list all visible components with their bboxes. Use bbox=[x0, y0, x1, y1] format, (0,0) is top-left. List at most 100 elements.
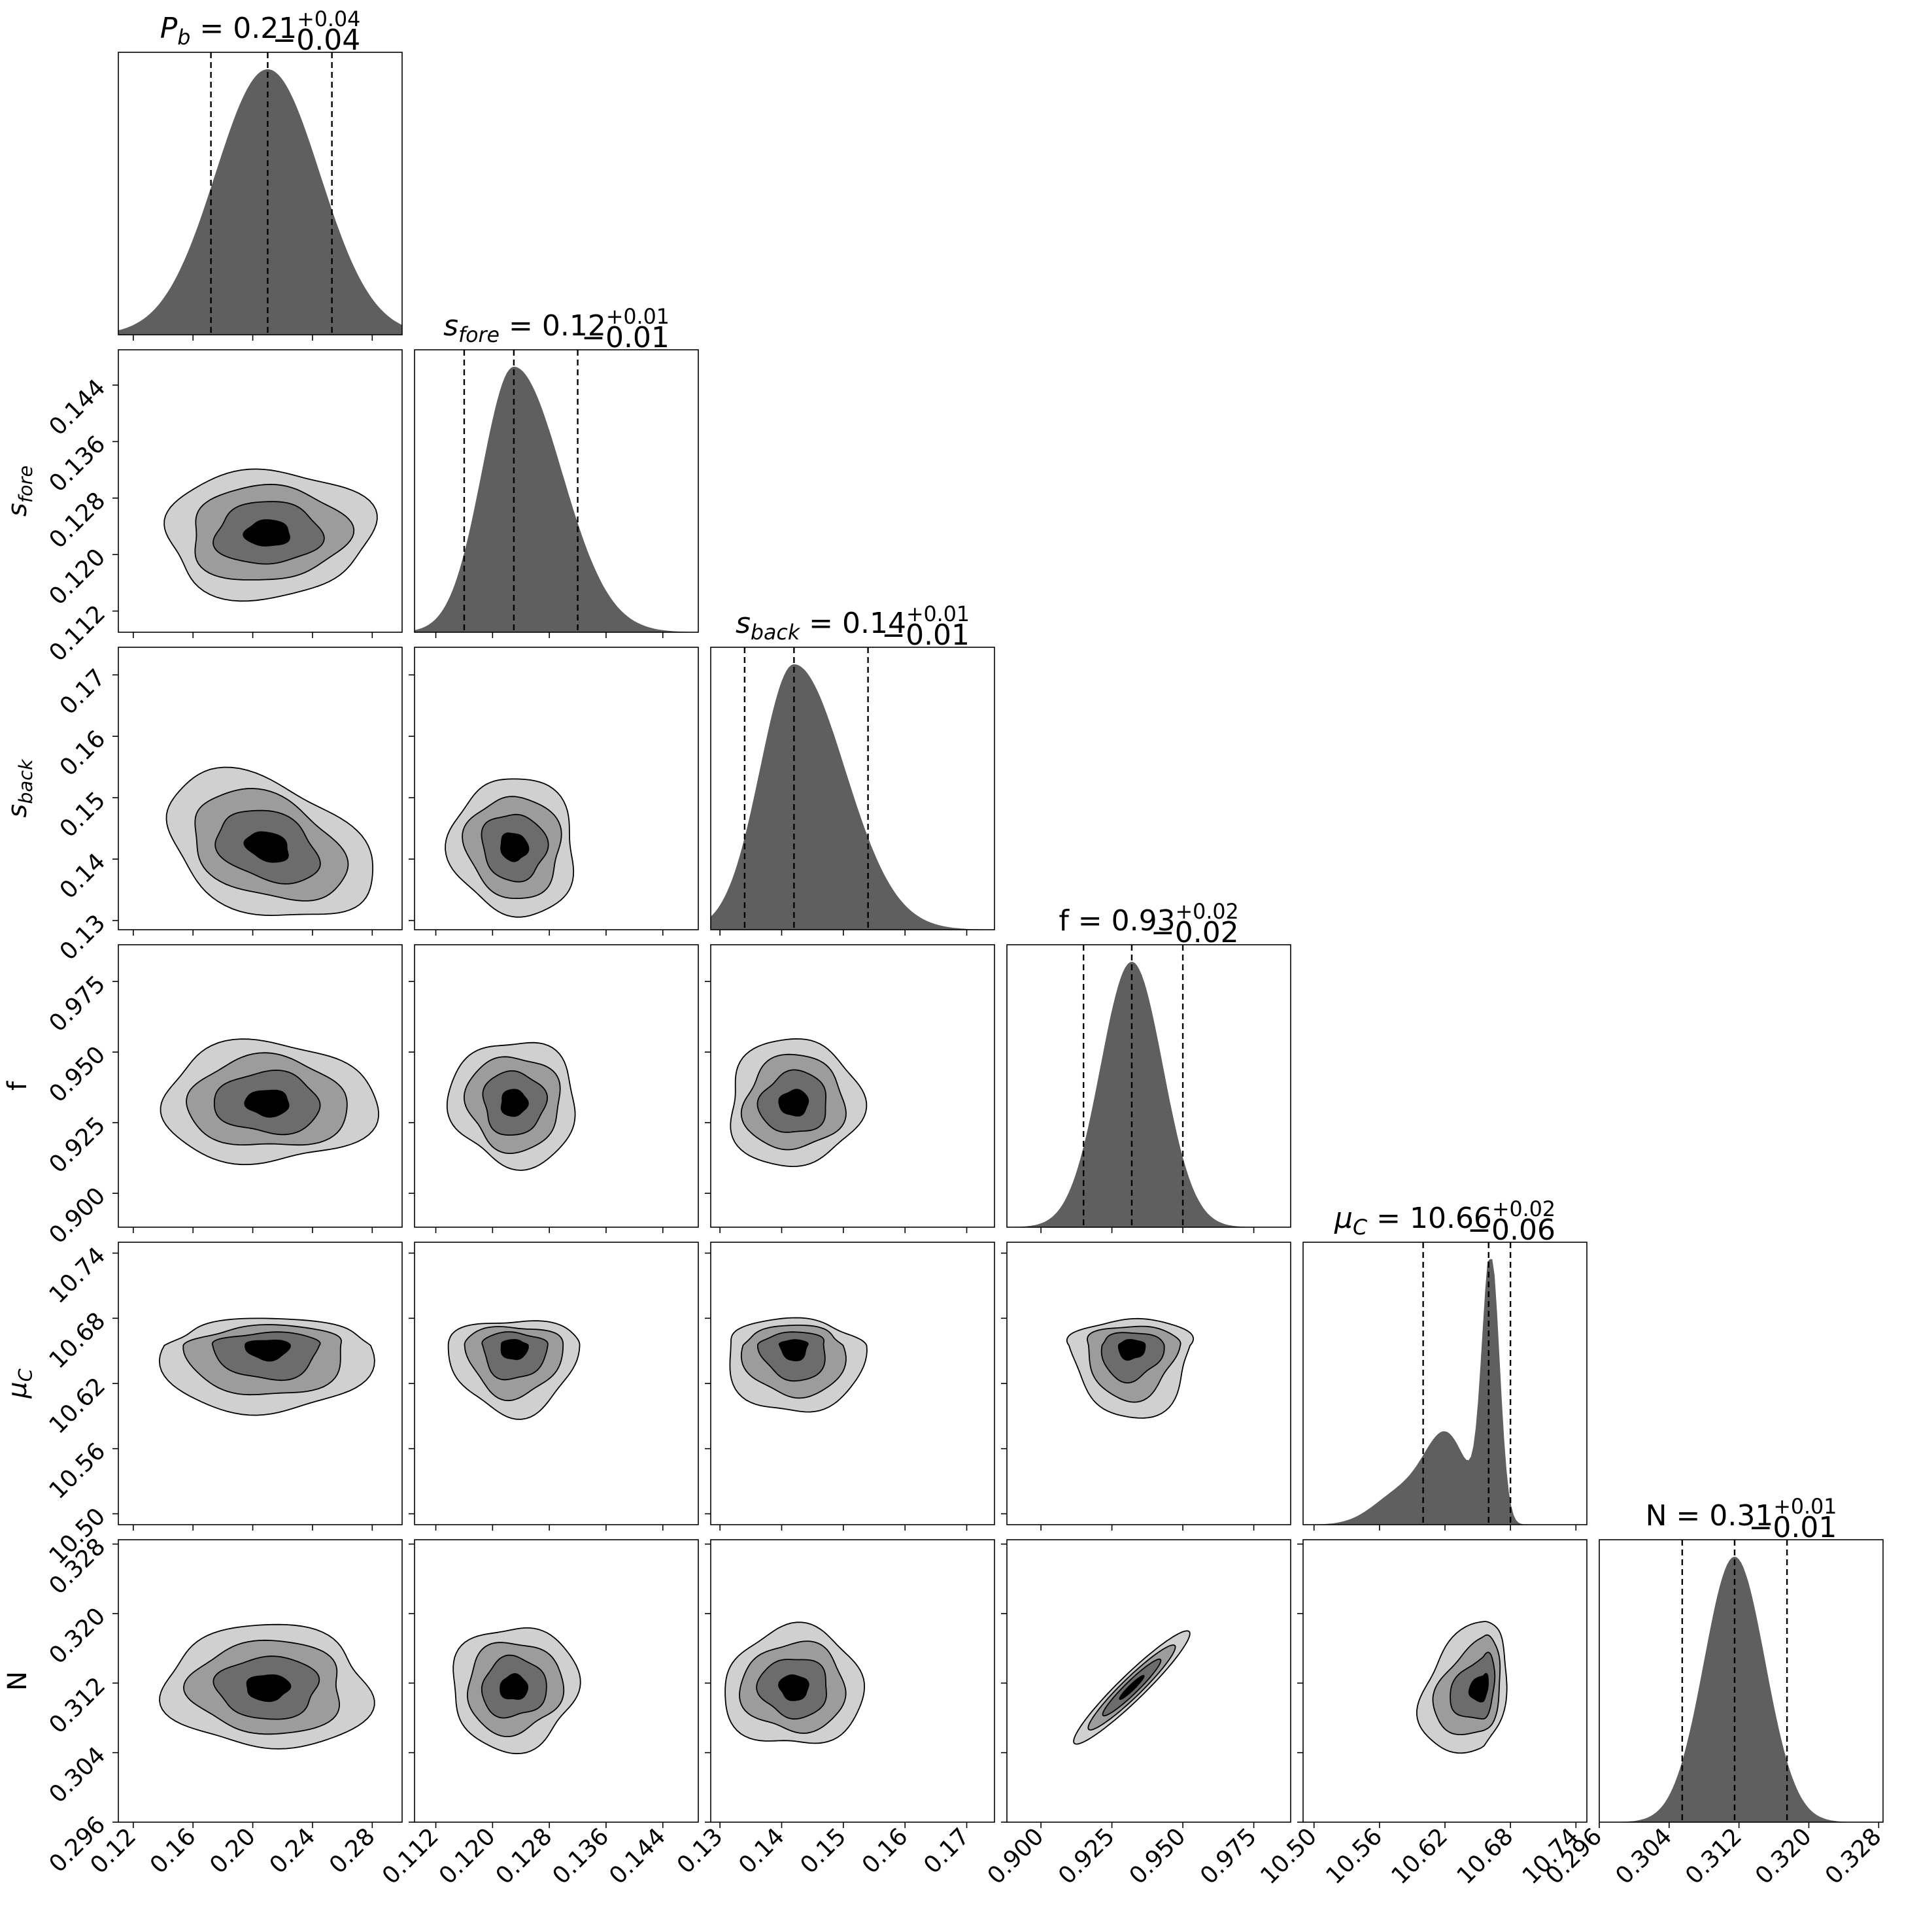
panel-title-minus-sfore: −0.01 bbox=[581, 321, 670, 354]
contour-level-3-N-vs-f bbox=[1119, 1674, 1145, 1701]
x-tick-label-N-2: 0.312 bbox=[1680, 1823, 1747, 1890]
y-tick-label-sback-2: 0.15 bbox=[55, 787, 111, 843]
panel-title-minus-muC: −0.06 bbox=[1467, 1213, 1555, 1247]
x-tick-label-sback-2: 0.15 bbox=[796, 1823, 852, 1879]
y-tick-label-f-1: 0.925 bbox=[44, 1112, 110, 1179]
y-tick-label-f-2: 0.950 bbox=[44, 1042, 110, 1108]
y-axis-label-f: f bbox=[3, 1081, 33, 1091]
contour-panel-N-vs-f bbox=[1001, 1539, 1291, 1828]
panel-title-minus-sback: −0.01 bbox=[881, 619, 970, 652]
y-axis-label-N: N bbox=[3, 1671, 33, 1691]
histogram-panel-muC bbox=[1302, 1242, 1588, 1531]
y-tick-label-sback-1: 0.14 bbox=[55, 848, 111, 904]
x-tick-label-sfore-1: 0.120 bbox=[434, 1823, 501, 1890]
x-tick-label-sback-4: 0.17 bbox=[919, 1823, 975, 1879]
contour-level-3-sback-vs-sfore bbox=[500, 832, 530, 862]
x-tick-label-muC-0: 10.50 bbox=[1255, 1823, 1322, 1890]
contour-panel-sback-vs-sfore bbox=[409, 647, 699, 936]
y-tick-label-sback-3: 0.16 bbox=[55, 726, 111, 782]
x-tick-label-N-1: 0.304 bbox=[1610, 1823, 1677, 1890]
histogram-panel-sback bbox=[710, 647, 995, 936]
y-tick-label-muC-1: 10.56 bbox=[44, 1438, 110, 1504]
y-tick-label-sback-4: 0.17 bbox=[55, 664, 111, 720]
y-tick-label-N-3: 0.320 bbox=[44, 1602, 110, 1669]
contour-level-3-muC-vs-sfore bbox=[500, 1338, 529, 1361]
contour-level-3-muC-vs-Pb bbox=[244, 1340, 291, 1362]
x-tick-label-Pb-4: 0.28 bbox=[324, 1823, 381, 1879]
panel-title-muC: μC = 10.66+0.02 bbox=[1334, 1198, 1555, 1240]
panel-title-Pb: Pb = 0.21+0.04 bbox=[160, 8, 361, 50]
contour-panel-f-vs-sfore bbox=[409, 944, 699, 1233]
contour-panel-N-vs-Pb bbox=[112, 1539, 403, 1828]
contour-panel-N-vs-sback bbox=[705, 1539, 995, 1828]
contour-panel-N-vs-muC bbox=[1297, 1539, 1588, 1828]
contour-level-3-sfore-vs-Pb bbox=[243, 519, 290, 547]
y-tick-label-sfore-3: 0.136 bbox=[44, 431, 110, 498]
panel-title-N: N = 0.31+0.01 bbox=[1646, 1495, 1837, 1533]
contour-panel-muC-vs-Pb bbox=[112, 1242, 403, 1531]
contour-panel-N-vs-sfore bbox=[409, 1539, 699, 1828]
y-tick-label-sfore-0: 0.112 bbox=[44, 600, 110, 667]
y-tick-label-N-1: 0.304 bbox=[44, 1742, 110, 1808]
x-tick-label-sback-3: 0.16 bbox=[857, 1823, 913, 1879]
contour-level-3-f-vs-sfore bbox=[500, 1089, 529, 1117]
y-axis-label-muC: μC bbox=[3, 1368, 37, 1398]
panel-title-minus-Pb: −0.04 bbox=[272, 24, 360, 57]
panel-title-f: f = 0.93+0.02 bbox=[1059, 900, 1238, 938]
histogram-panel-N bbox=[1599, 1539, 1884, 1828]
histogram-sback bbox=[711, 664, 994, 930]
histogram-panel-sfore bbox=[414, 349, 699, 638]
y-tick-label-muC-3: 10.68 bbox=[44, 1308, 110, 1374]
y-tick-label-N-2: 0.312 bbox=[44, 1672, 110, 1739]
contour-level-3-muC-vs-f bbox=[1117, 1339, 1146, 1361]
contour-panel-muC-vs-sfore bbox=[409, 1242, 699, 1531]
contour-panel-sback-vs-Pb bbox=[112, 647, 403, 936]
contour-panel-f-vs-sback bbox=[705, 944, 995, 1233]
panel-title-minus-N: −0.01 bbox=[1749, 1511, 1837, 1544]
contour-level-3-f-vs-sback bbox=[778, 1089, 809, 1117]
y-axis-label-sback: sback bbox=[3, 758, 37, 818]
histogram-sfore bbox=[415, 366, 698, 632]
x-tick-label-muC-3: 10.68 bbox=[1452, 1823, 1519, 1890]
contour-panel-sfore-vs-Pb bbox=[112, 349, 403, 638]
x-tick-label-N-3: 0.320 bbox=[1750, 1823, 1817, 1890]
x-tick-label-Pb-1: 0.16 bbox=[145, 1823, 201, 1879]
x-tick-label-sfore-0: 0.112 bbox=[377, 1823, 444, 1890]
x-tick-label-Pb-2: 0.20 bbox=[205, 1823, 261, 1879]
x-tick-label-muC-1: 10.56 bbox=[1321, 1823, 1387, 1890]
histogram-N bbox=[1599, 1557, 1883, 1822]
x-tick-label-sfore-3: 0.136 bbox=[547, 1823, 614, 1890]
x-tick-label-N-4: 0.328 bbox=[1820, 1823, 1887, 1890]
contour-panel-muC-vs-sback bbox=[705, 1242, 995, 1531]
y-tick-label-f-0: 0.900 bbox=[44, 1183, 110, 1249]
contour-level-3-N-vs-sback bbox=[778, 1674, 809, 1701]
x-tick-label-Pb-3: 0.24 bbox=[265, 1823, 321, 1879]
y-tick-label-f-3: 0.975 bbox=[44, 971, 110, 1038]
histogram-panel-f bbox=[1006, 944, 1291, 1233]
x-tick-label-f-3: 0.975 bbox=[1195, 1823, 1262, 1890]
panel-title-sback: sback = 0.14+0.01 bbox=[736, 603, 970, 645]
x-tick-label-sfore-2: 0.128 bbox=[491, 1823, 558, 1890]
y-tick-label-sfore-2: 0.128 bbox=[44, 487, 110, 554]
contour-level-3-f-vs-Pb bbox=[244, 1089, 290, 1118]
histogram-panel-Pb bbox=[118, 52, 403, 341]
histogram-muC bbox=[1303, 1259, 1587, 1525]
x-tick-label-f-0: 0.900 bbox=[983, 1823, 1049, 1890]
contour-level-3-N-vs-sfore bbox=[500, 1673, 529, 1700]
y-tick-label-sback-0: 0.13 bbox=[55, 909, 111, 966]
histogram-f bbox=[1007, 962, 1291, 1227]
contour-level-3-N-vs-Pb bbox=[246, 1674, 292, 1703]
contour-level-3-muC-vs-sback bbox=[778, 1339, 809, 1362]
panel-title-minus-f: −0.02 bbox=[1151, 916, 1239, 949]
y-tick-label-sfore-4: 0.144 bbox=[44, 374, 110, 441]
contour-panel-muC-vs-f bbox=[1001, 1242, 1291, 1531]
x-tick-label-f-1: 0.925 bbox=[1053, 1823, 1120, 1890]
y-tick-label-sfore-1: 0.120 bbox=[44, 544, 110, 611]
contour-panel-f-vs-Pb bbox=[112, 944, 403, 1233]
y-tick-label-muC-4: 10.74 bbox=[44, 1242, 110, 1309]
y-axis-label-sfore: sfore bbox=[3, 466, 37, 517]
panel-title-sfore: sfore = 0.12+0.01 bbox=[443, 305, 670, 347]
x-tick-label-sfore-4: 0.144 bbox=[604, 1823, 671, 1890]
contour-level-3-N-vs-muC bbox=[1468, 1672, 1489, 1703]
